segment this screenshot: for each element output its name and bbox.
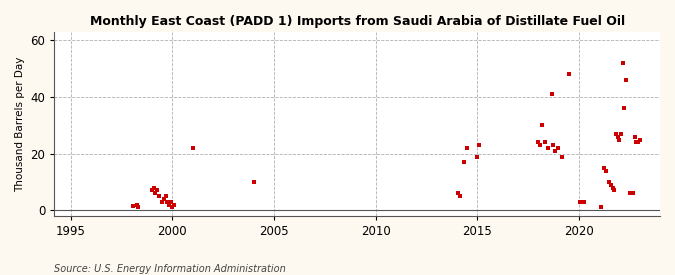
Point <box>148 185 159 190</box>
Point <box>533 140 543 145</box>
Point <box>167 205 178 210</box>
Point <box>162 200 173 204</box>
Point <box>146 188 157 193</box>
Point <box>575 200 586 204</box>
Point <box>133 205 144 210</box>
Point <box>553 146 564 150</box>
Point <box>453 191 464 196</box>
Point <box>472 154 483 159</box>
Point <box>473 143 484 147</box>
Point <box>248 180 259 184</box>
Point <box>576 200 587 204</box>
Point <box>608 185 618 190</box>
Point <box>165 200 176 204</box>
Point <box>632 140 643 145</box>
Point <box>160 194 171 198</box>
Point <box>614 137 625 142</box>
Point <box>621 78 632 82</box>
Point <box>128 204 138 208</box>
Point <box>169 202 180 207</box>
Text: Source: U.S. Energy Information Administration: Source: U.S. Energy Information Administ… <box>54 264 286 274</box>
Point <box>536 123 547 128</box>
Point <box>631 140 642 145</box>
Point <box>616 132 626 136</box>
Point <box>619 106 630 111</box>
Point <box>458 160 469 164</box>
Point <box>609 188 620 193</box>
Point <box>624 191 635 196</box>
Point <box>462 146 472 150</box>
Point <box>605 183 616 187</box>
Point <box>159 197 169 201</box>
Point <box>132 202 142 207</box>
Point <box>556 154 567 159</box>
Point <box>612 134 623 139</box>
Point <box>595 205 606 210</box>
Point <box>539 140 550 145</box>
Point <box>628 191 639 196</box>
Point <box>548 143 559 147</box>
Point <box>187 146 198 150</box>
Point <box>578 200 589 204</box>
Point <box>629 134 640 139</box>
Point <box>549 149 560 153</box>
Point <box>535 143 545 147</box>
Point <box>634 137 645 142</box>
Point <box>150 191 161 196</box>
Point <box>163 202 174 207</box>
Point <box>618 61 628 65</box>
Point <box>543 146 554 150</box>
Y-axis label: Thousand Barrels per Day: Thousand Barrels per Day <box>15 56 25 192</box>
Point <box>600 169 611 173</box>
Point <box>157 200 167 204</box>
Point <box>152 188 163 193</box>
Title: Monthly East Coast (PADD 1) Imports from Saudi Arabia of Distillate Fuel Oil: Monthly East Coast (PADD 1) Imports from… <box>90 15 625 28</box>
Point <box>546 92 557 97</box>
Point <box>626 191 637 196</box>
Point <box>604 180 615 184</box>
Point <box>599 166 610 170</box>
Point <box>153 194 164 198</box>
Point <box>455 194 466 198</box>
Point <box>610 132 621 136</box>
Point <box>563 72 574 77</box>
